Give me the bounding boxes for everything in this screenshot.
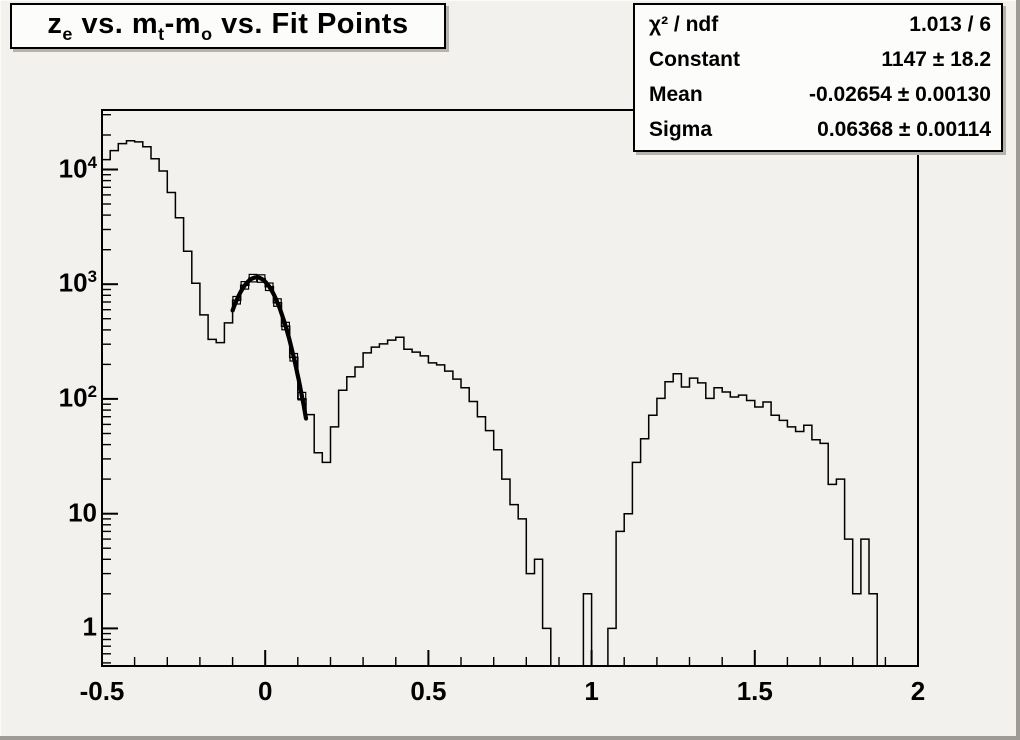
title-fragment: z bbox=[47, 7, 63, 40]
fit-point-marker bbox=[248, 273, 258, 283]
title-subscript: o bbox=[201, 23, 213, 44]
stat-label: Constant bbox=[649, 48, 740, 72]
x-tick-label: 1.5 bbox=[736, 676, 773, 706]
fit-point-marker bbox=[240, 281, 250, 290]
stat-label: Sigma bbox=[649, 117, 713, 141]
stat-value: 1.013 / 6 bbox=[909, 13, 991, 37]
stat-label: Mean bbox=[649, 82, 703, 106]
y-tick-base: 10 bbox=[58, 153, 88, 184]
y-tick-label: 104 bbox=[59, 152, 97, 184]
stats-row: Mean -0.02654 ± 0.00130 bbox=[635, 83, 1001, 107]
fit-point-marker bbox=[264, 282, 274, 292]
x-tick-label: 2 bbox=[910, 676, 926, 706]
y-tick-exponent: 4 bbox=[87, 152, 97, 172]
stats-row: Sigma 0.06368 ± 0.00114 bbox=[635, 118, 1001, 142]
y-tick-label: 10 bbox=[68, 497, 97, 528]
stats-box: χ² / ndf 1.013 / 6 Constant 1147 ± 18.2 Mean… bbox=[633, 3, 1003, 152]
fit-point-marker bbox=[281, 321, 290, 331]
y-tick-exponent: 2 bbox=[87, 381, 97, 401]
title-pave: ze vs. mt-mo vs. Fit Points bbox=[10, 3, 446, 49]
title-fragment: vs. m bbox=[72, 7, 159, 40]
stats-row: Constant 1147 ± 18.2 bbox=[635, 48, 1001, 72]
title-subscript: t bbox=[158, 23, 165, 44]
y-tick-label: 1 bbox=[83, 612, 97, 643]
y-tick-base: 10 bbox=[68, 496, 97, 527]
fit-point-marker bbox=[256, 274, 266, 283]
y-tick-label: 102 bbox=[59, 382, 97, 414]
stat-value: 0.06368 ± 0.00114 bbox=[817, 117, 991, 141]
fit-point-marker bbox=[273, 298, 282, 307]
title-fragment: -m bbox=[164, 7, 202, 40]
fit-point-marker bbox=[232, 295, 241, 305]
plot-frame bbox=[101, 109, 919, 667]
stats-row: χ² / ndf 1.013 / 6 bbox=[635, 13, 1001, 37]
title-subscript: e bbox=[62, 23, 73, 44]
y-tick-base: 10 bbox=[58, 382, 88, 413]
y-tick-exponent: 3 bbox=[87, 267, 97, 287]
fit-point-marker bbox=[297, 391, 307, 401]
stat-label: χ² / ndf bbox=[649, 13, 719, 37]
x-tick-label: 0.5 bbox=[410, 676, 447, 706]
plot-title: ze vs. mt-mo vs. Fit Points bbox=[47, 8, 408, 45]
fit-curve bbox=[230, 275, 309, 421]
x-tick-label: 0 bbox=[257, 676, 273, 706]
x-tick-label: 1 bbox=[584, 676, 599, 706]
y-tick-base: 10 bbox=[58, 267, 88, 298]
fit-point-marker bbox=[289, 352, 299, 362]
title-fragment: vs. Fit Points bbox=[212, 7, 409, 40]
x-tick-label: -0.5 bbox=[79, 676, 125, 706]
histogram-line bbox=[102, 140, 918, 667]
y-tick-label: 103 bbox=[59, 267, 97, 299]
stat-value: 1147 ± 18.2 bbox=[881, 48, 991, 72]
y-tick-base: 1 bbox=[82, 611, 97, 642]
stat-value: -0.02654 ± 0.00130 bbox=[808, 82, 991, 106]
